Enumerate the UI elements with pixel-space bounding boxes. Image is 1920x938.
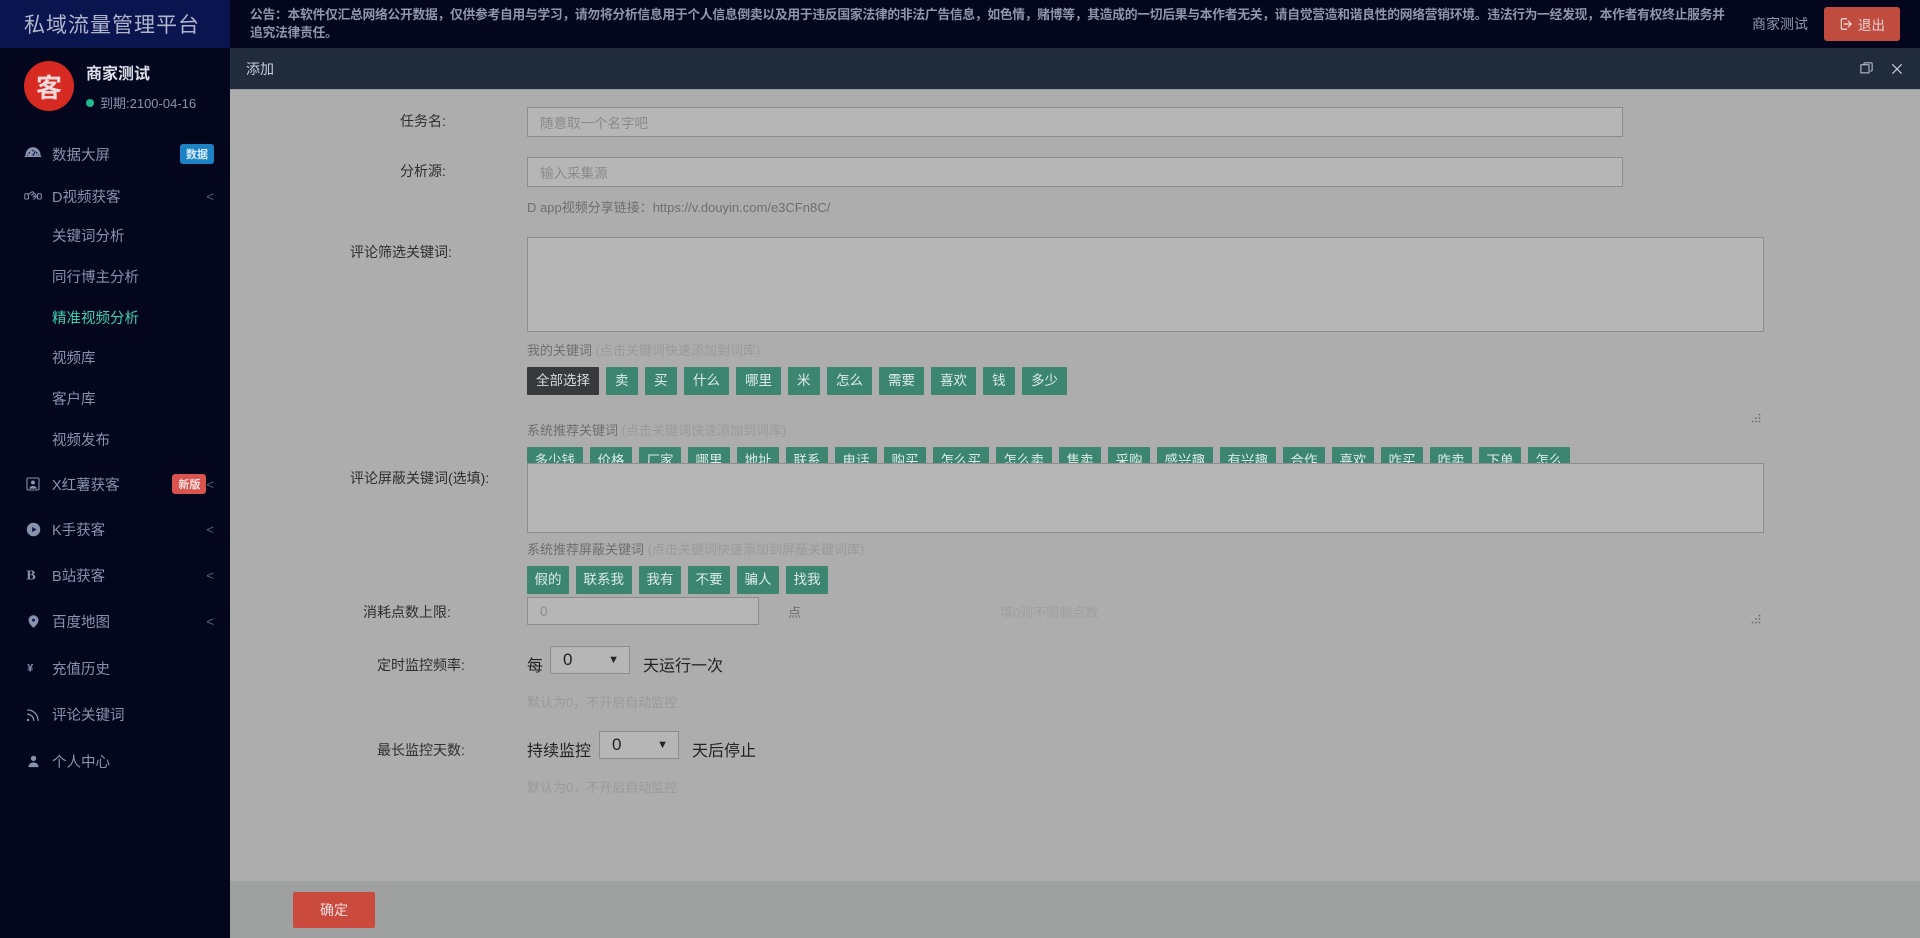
svg-text:B: B: [26, 569, 35, 584]
svg-text:¥: ¥: [27, 663, 34, 675]
